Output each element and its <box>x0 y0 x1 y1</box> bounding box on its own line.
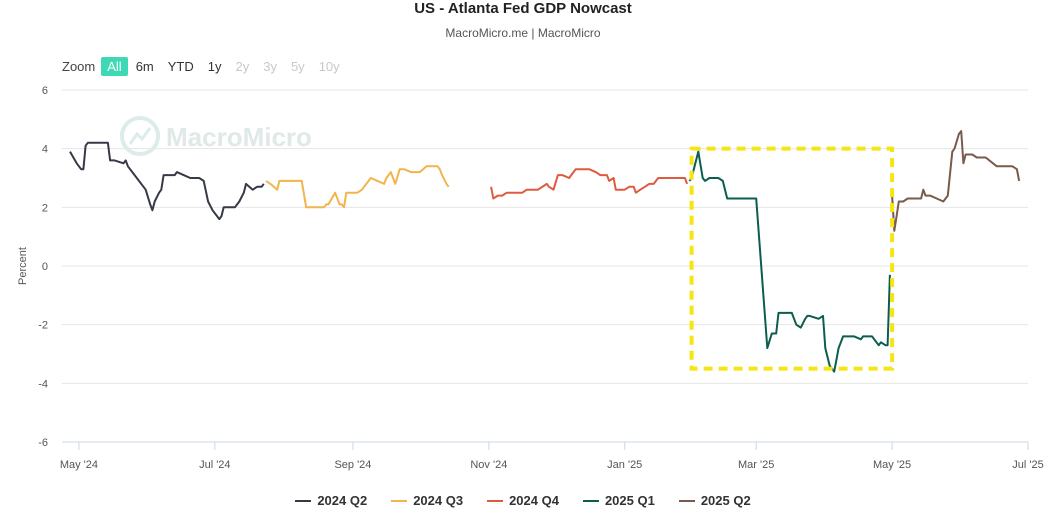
y-axis: 6 4 2 0 -2 -4 -6 <box>38 85 48 449</box>
x-tick-label: Jan '25 <box>607 459 642 471</box>
series-line-2024-q3[interactable] <box>265 165 450 209</box>
legend-item-2024-q3[interactable]: 2024 Q3 <box>391 493 463 508</box>
zoom-bar: Zoom All 6m YTD 1y 2y 3y 5y 10y <box>62 57 348 76</box>
legend-label-2024-q3: 2024 Q3 <box>413 493 464 508</box>
series-line-2024-q2[interactable] <box>69 141 265 221</box>
x-tick-label: May '25 <box>873 459 911 471</box>
watermark: MacroMicro <box>120 116 312 156</box>
chart-title: US - Atlanta Fed GDP Nowcast <box>414 0 632 17</box>
zoom-ytd-button[interactable]: YTD <box>167 59 194 74</box>
chart-subtitle: MacroMicro.me | MacroMicro <box>445 26 601 40</box>
zoom-1y-button[interactable]: 1y <box>207 59 222 74</box>
series-line-2025-q2[interactable] <box>891 130 1021 232</box>
x-axis: May '24 Jul '24 Sep '24 Nov '24 Jan '25 Mar '… <box>60 441 1044 471</box>
legend-label-2024-q4: 2024 Q4 <box>509 493 559 508</box>
legend-label-2024-q2: 2024 Q2 <box>317 493 368 508</box>
legend-swatch-2025-q2 <box>678 499 695 502</box>
y-tick-label: -2 <box>38 320 48 332</box>
x-tick-label: Mar '25 <box>738 459 774 471</box>
watermark-logo-mark <box>128 127 152 145</box>
zoom-5y-button[interactable]: 5y <box>290 59 305 74</box>
zoom-label: Zoom <box>62 59 96 74</box>
y-tick-label: -4 <box>38 378 48 390</box>
y-tick-label: -6 <box>38 437 48 449</box>
series-lines[interactable] <box>69 130 1021 373</box>
legend: 2024 Q2 2024 Q3 2024 Q4 2025 Q1 2025 Q2 <box>0 493 1046 508</box>
x-tick-label: Nov '24 <box>470 459 507 471</box>
y-tick-label: 4 <box>42 144 48 156</box>
highlight-box <box>689 146 895 371</box>
legend-swatch-2025-q1 <box>582 499 599 502</box>
x-tick-label: Jul '24 <box>199 459 230 471</box>
zoom-10y-button[interactable]: 10y <box>318 59 340 74</box>
y-tick-label: 2 <box>42 202 48 214</box>
zoom-3y-button[interactable]: 3y <box>263 59 277 74</box>
legend-item-2025-q2[interactable]: 2025 Q2 <box>678 493 751 508</box>
legend-swatch-2024-q4 <box>487 499 504 502</box>
zoom-all-button[interactable]: All <box>101 57 128 76</box>
legend-swatch-2024-q2 <box>295 499 312 502</box>
y-tick-label: 6 <box>42 85 48 97</box>
zoom-6m-button[interactable]: 6m <box>135 59 154 74</box>
series-line-2024-q4[interactable] <box>490 168 689 200</box>
legend-swatch-2024-q3 <box>391 499 408 502</box>
legend-label-2025-q2: 2025 Q2 <box>700 493 751 508</box>
watermark-logo-icon <box>120 116 160 156</box>
x-tick-label: Sep '24 <box>334 459 371 471</box>
x-tick-label: May '24 <box>60 459 98 471</box>
y-axis-label: Percent <box>17 247 29 285</box>
x-tick-label: Jul '25 <box>1012 459 1043 471</box>
legend-label-2025-q1: 2025 Q1 <box>604 493 655 508</box>
zoom-2y-button[interactable]: 2y <box>235 59 250 74</box>
legend-item-2025-q1[interactable]: 2025 Q1 <box>582 493 655 508</box>
legend-item-2024-q2[interactable]: 2024 Q2 <box>295 493 367 508</box>
y-tick-label: 0 <box>42 261 48 273</box>
series-line-2025-q1[interactable] <box>688 150 891 373</box>
watermark-text: MacroMicro <box>166 122 312 152</box>
legend-item-2024-q4[interactable]: 2024 Q4 <box>487 493 559 508</box>
